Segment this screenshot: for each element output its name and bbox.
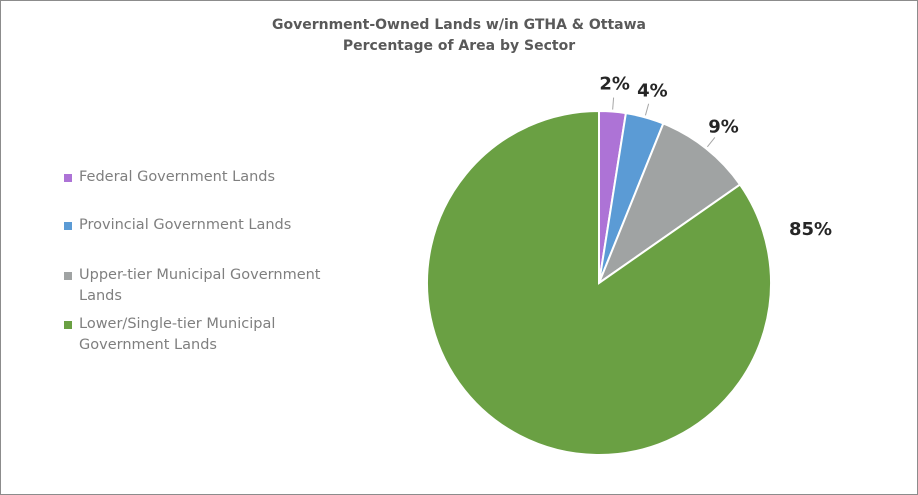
legend-swatch [64,174,72,182]
chart-subtitle: Percentage of Area by Sector [342,38,576,54]
data-label-3: 85% [789,219,832,240]
legend-label: Government Lands [79,337,217,353]
legend-swatch [64,272,72,280]
legend-item-upper-tier[interactable]: Upper-tier Municipal Government Lands [64,265,321,307]
legend-item-provincial[interactable]: Provincial Government Lands [64,215,291,236]
leader-line-1 [644,103,650,116]
legend-label: Lands [79,288,122,304]
legend-label: Federal Government Lands [79,169,276,185]
legend-label: Lower/Single-tier Municipal [79,316,276,332]
data-label-0: 2% [599,74,630,95]
leader-line-2 [706,137,716,148]
data-label-2: 9% [708,117,739,138]
legend-swatch [64,222,72,230]
chart-title: Government-Owned Lands w/in GTHA & Ottaw… [271,17,646,33]
data-label-1: 4% [637,80,668,101]
legend-label: Provincial Government Lands [79,217,292,233]
legend-swatch [64,321,72,329]
pie-slice-3[interactable] [426,109,772,456]
legend-item-federal[interactable]: Federal Government Lands [64,167,275,188]
legend-label: Upper-tier Municipal Government [79,267,321,283]
leader-line-0 [612,97,615,110]
legend-item-lower-tier[interactable]: Lower/Single-tier Municipal Government La… [64,314,275,356]
pie-slice-2[interactable] [596,122,742,286]
